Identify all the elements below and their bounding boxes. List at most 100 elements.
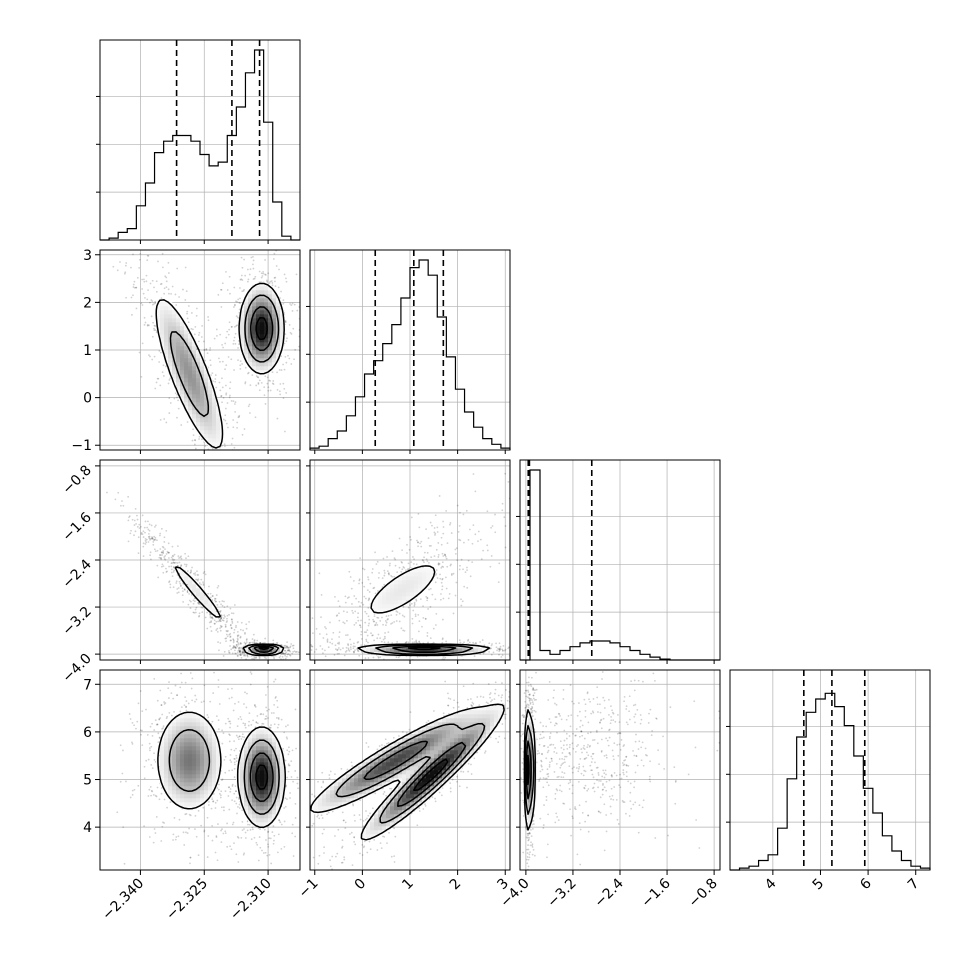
- scatter-point: [96, 499, 98, 501]
- scatter-point: [358, 582, 360, 585]
- density-cell: [386, 600, 391, 605]
- scatter-point: [411, 641, 414, 644]
- scatter-point: [344, 601, 347, 604]
- scatter-point: [238, 649, 241, 652]
- density-cell: [244, 350, 249, 355]
- scatter-point: [214, 622, 216, 625]
- scatter-point: [173, 817, 176, 819]
- scatter-point: [214, 380, 217, 383]
- scatter-point: [292, 650, 295, 653]
- scatter-point: [284, 644, 287, 647]
- scatter-point: [172, 566, 175, 569]
- scatter-point: [343, 622, 346, 625]
- scatter-point: [240, 661, 242, 663]
- density-cell: [272, 358, 277, 363]
- scatter-point: [438, 562, 441, 565]
- scatter-point: [228, 786, 231, 789]
- contour-line: [407, 646, 441, 651]
- density-cell: [188, 382, 193, 387]
- density-cell: [200, 596, 205, 601]
- scatter-point: [223, 600, 225, 603]
- scatter-point: [172, 561, 175, 564]
- scatter-point: [178, 561, 181, 564]
- scatter-point: [223, 758, 226, 761]
- scatter-point: [363, 631, 366, 634]
- scatter-point: [180, 555, 182, 558]
- scatter-point: [178, 296, 180, 298]
- density-cell: [192, 394, 197, 399]
- scatter-point: [226, 630, 229, 633]
- scatter-point: [242, 290, 245, 292]
- scatter-point: [192, 428, 194, 431]
- scatter-point: [139, 690, 142, 692]
- scatter-point: [486, 510, 489, 513]
- density-cell: [248, 330, 253, 335]
- scatter-point: [440, 593, 442, 595]
- density-cell: [188, 394, 193, 399]
- scatter-point: [160, 551, 163, 554]
- scatter-point: [338, 605, 341, 608]
- density-cell: [248, 644, 253, 649]
- scatter-point: [258, 389, 261, 392]
- scatter-point: [228, 808, 231, 811]
- scatter-point: [225, 637, 228, 640]
- scatter-point: [441, 642, 444, 644]
- scatter-point: [440, 543, 443, 546]
- scatter-point: [286, 641, 288, 644]
- density-cell: [390, 588, 395, 593]
- scatter-point: [394, 564, 397, 567]
- scatter-point: [151, 767, 154, 770]
- scatter-point: [219, 620, 222, 623]
- density-cell: [204, 596, 209, 601]
- scatter-point: [338, 652, 340, 655]
- histogram-panel-0: [99, 39, 301, 241]
- scatter-point: [265, 717, 268, 720]
- density-cell: [196, 362, 201, 367]
- scatter-point: [238, 343, 240, 346]
- scatter-point: [373, 620, 376, 623]
- density-cell: [184, 382, 189, 387]
- scatter-point: [190, 571, 192, 574]
- scatter-point: [284, 333, 287, 336]
- scatter-point: [148, 529, 151, 532]
- scatter-point: [229, 607, 232, 610]
- density-cell: [204, 382, 209, 387]
- density-cell: [244, 342, 249, 347]
- density-cell: [184, 386, 189, 391]
- scatter-point: [202, 584, 205, 587]
- density-cell: [414, 584, 419, 589]
- density-cell: [268, 330, 273, 335]
- scatter-point: [176, 416, 178, 419]
- scatter-point: [167, 382, 170, 385]
- density-cell: [184, 572, 189, 577]
- scatter-point: [186, 312, 188, 315]
- scatter-point: [209, 359, 212, 362]
- scatter-point: [315, 648, 318, 651]
- density-cell: [204, 418, 209, 423]
- scatter-point: [229, 632, 232, 635]
- scatter-point: [217, 641, 219, 643]
- scatter-point: [138, 527, 141, 530]
- scatter-point: [134, 530, 137, 533]
- scatter-point: [216, 586, 219, 589]
- scatter-point: [189, 481, 191, 483]
- density-cell: [378, 608, 383, 613]
- scatter-point: [156, 723, 159, 726]
- scatter-point: [168, 397, 171, 400]
- density-cell: [260, 338, 265, 343]
- scatter-point: [358, 624, 361, 627]
- scatter-point: [228, 697, 231, 700]
- scatter-point: [252, 263, 254, 266]
- scatter-point: [225, 422, 228, 425]
- scatter-point: [218, 620, 221, 623]
- density-cell: [180, 362, 185, 367]
- scatter-point: [212, 484, 214, 486]
- scatter-point: [222, 418, 225, 421]
- scatter-point: [122, 504, 125, 507]
- density-cell: [160, 342, 165, 347]
- density-cell: [280, 314, 285, 319]
- scatter-point: [165, 553, 168, 555]
- density-cell: [398, 596, 403, 601]
- scatter-point: [245, 661, 247, 663]
- scatter-point: [145, 280, 148, 283]
